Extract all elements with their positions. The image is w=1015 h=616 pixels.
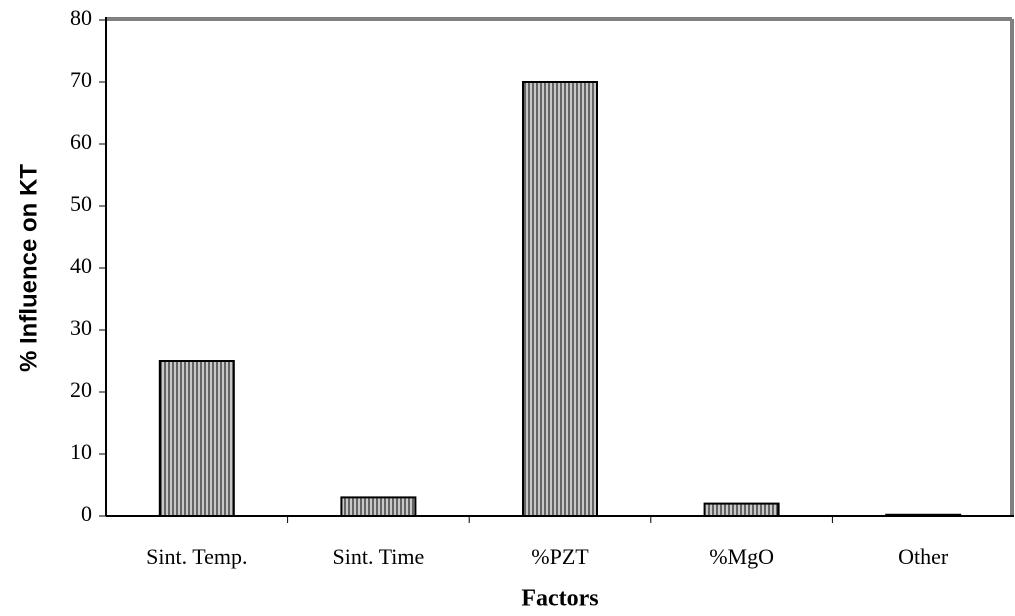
bar bbox=[340, 496, 417, 517]
y-tick-label: 60 bbox=[70, 129, 92, 154]
y-tick-label: 20 bbox=[70, 377, 92, 402]
y-tick-label: 30 bbox=[70, 315, 92, 340]
y-tick-label: 10 bbox=[70, 439, 92, 464]
x-tick-label: Sint. Time bbox=[333, 544, 425, 569]
bar bbox=[522, 81, 598, 517]
x-tick-label: %PZT bbox=[531, 544, 589, 569]
y-axis-label: % Influence on KT bbox=[15, 164, 42, 372]
x-tick-label: Sint. Temp. bbox=[146, 544, 247, 569]
y-tick-label: 80 bbox=[70, 5, 92, 30]
x-tick-label: Other bbox=[898, 544, 949, 569]
x-tick-label: %MgO bbox=[709, 544, 774, 569]
bar bbox=[703, 502, 780, 518]
bar bbox=[158, 360, 235, 517]
y-tick-label: 50 bbox=[70, 191, 92, 216]
y-tick-label: 70 bbox=[70, 67, 92, 92]
x-axis-label: Factors bbox=[521, 586, 598, 612]
y-tick-label: 40 bbox=[70, 253, 92, 278]
y-tick-label: 0 bbox=[81, 501, 92, 526]
